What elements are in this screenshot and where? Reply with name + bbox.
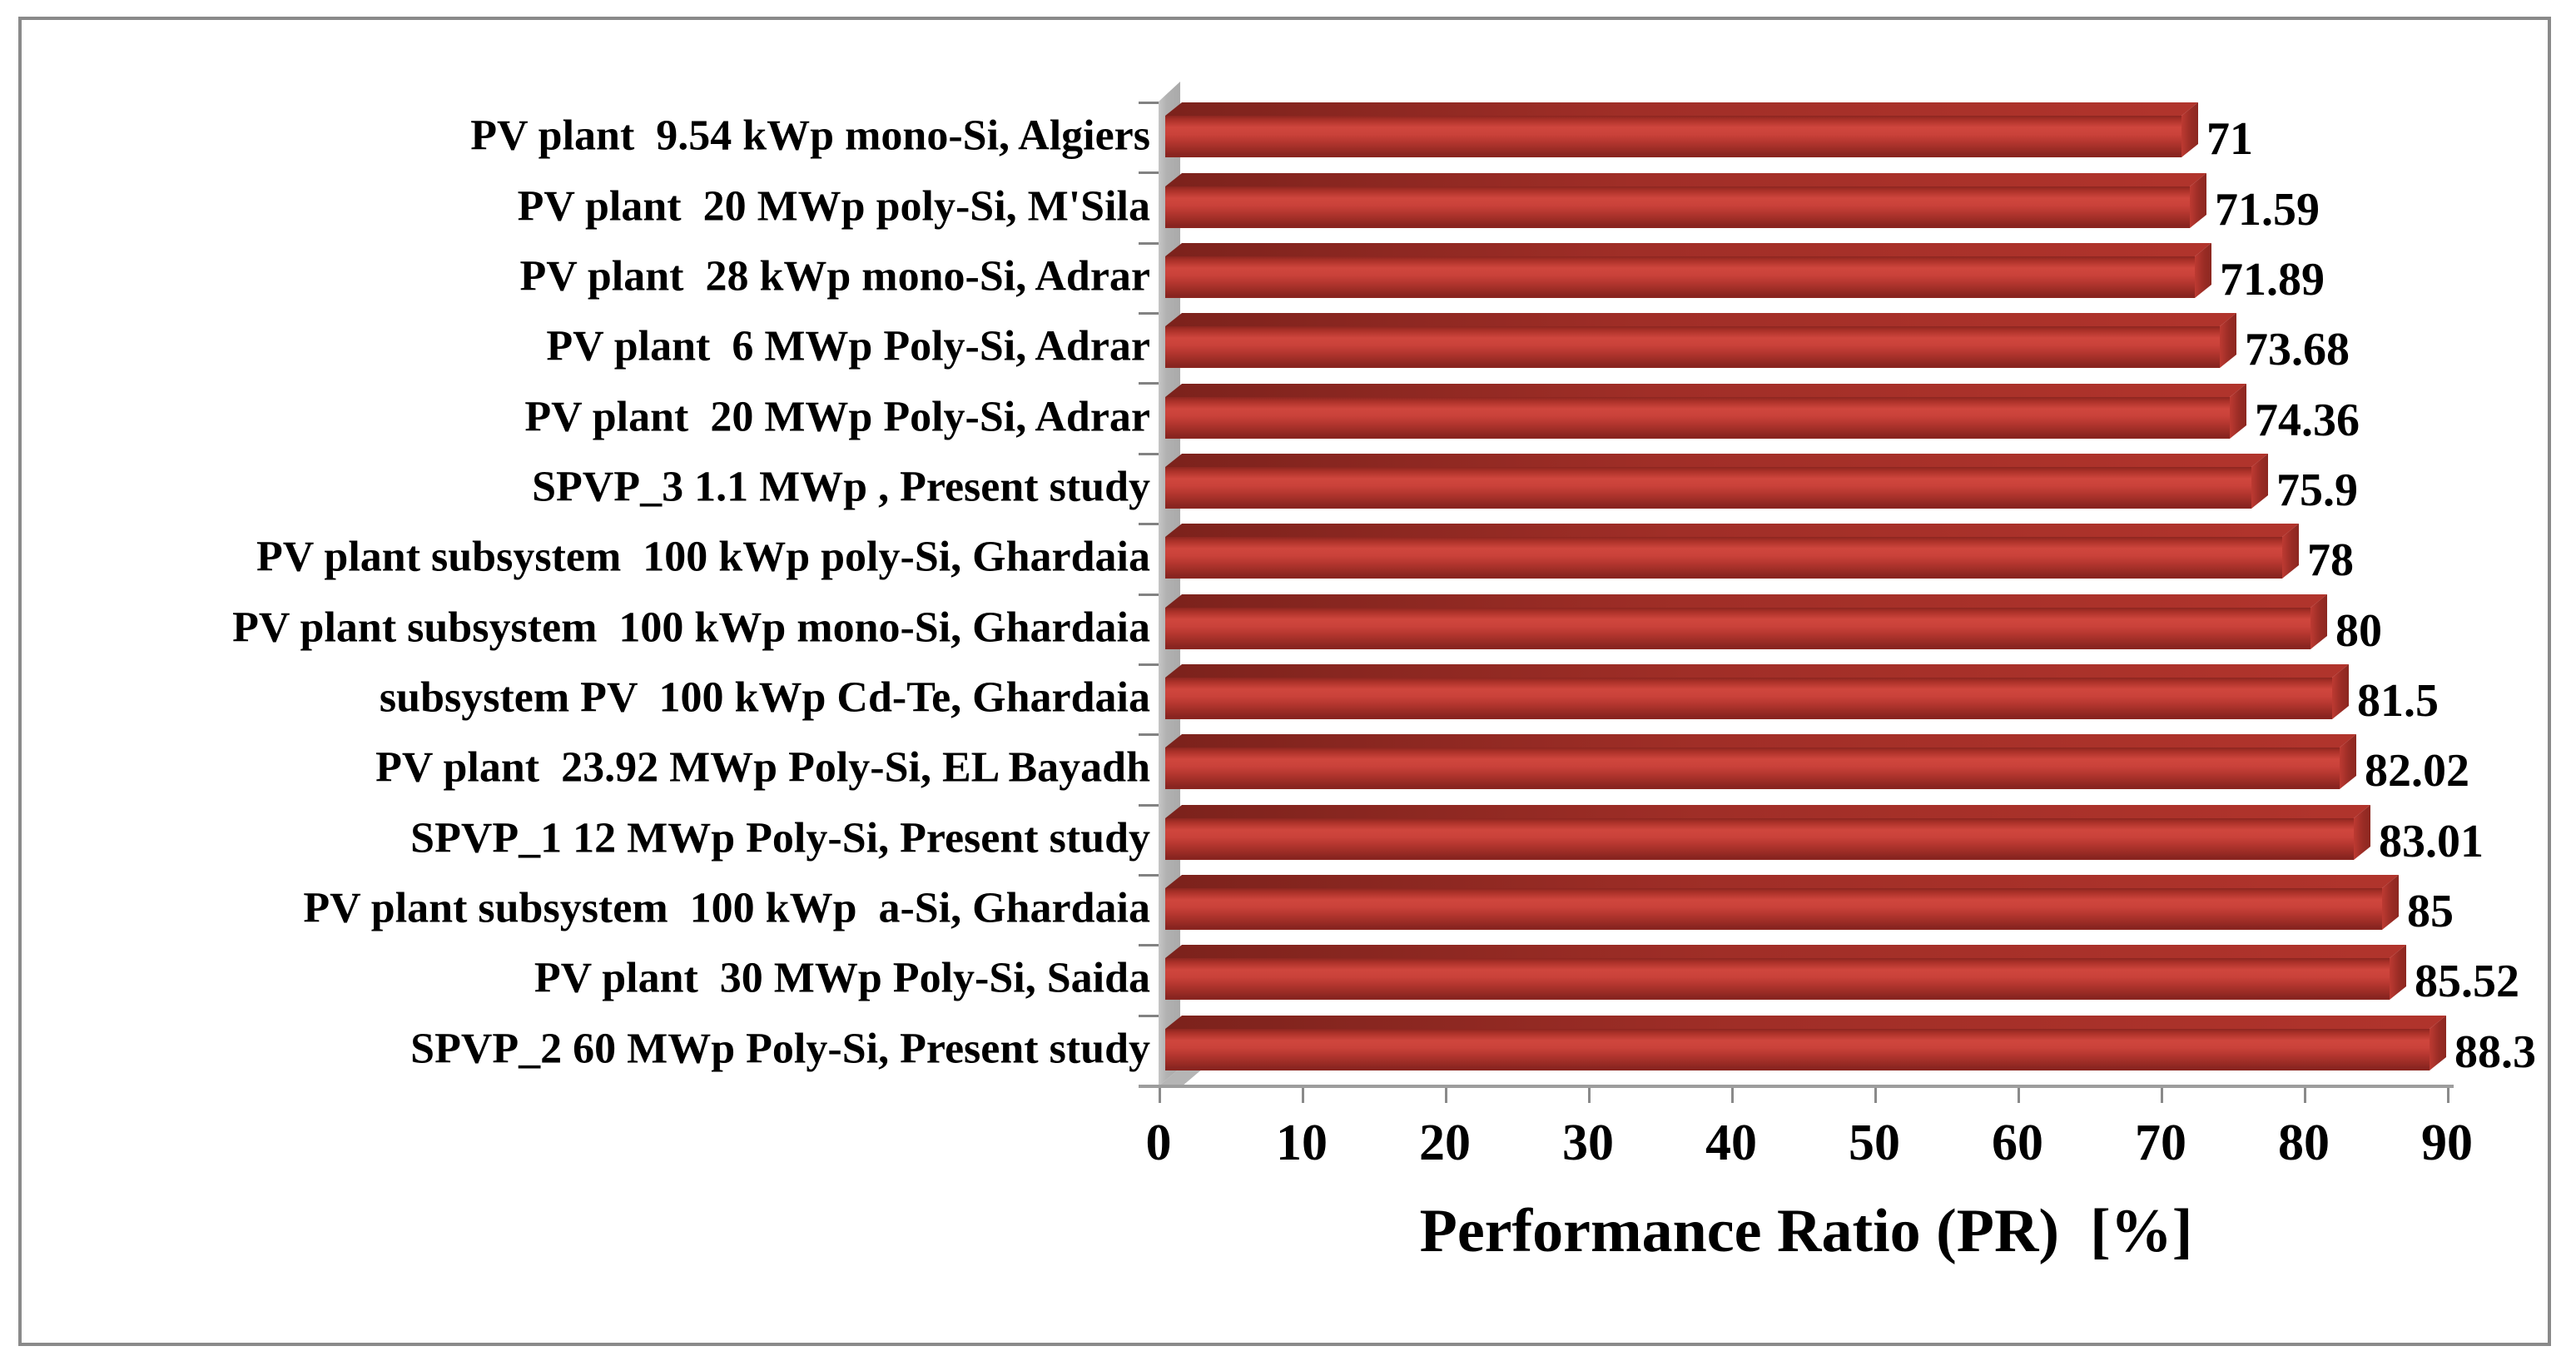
category-axis-tick: [1139, 242, 1159, 245]
bar-value-label: 88.3: [2454, 1026, 2536, 1078]
bar: [1165, 537, 2282, 579]
bar-value-label: 71: [2206, 113, 2253, 166]
category-axis-tick: [1139, 102, 1159, 104]
x-axis-tick: [2304, 1088, 2306, 1103]
bar: [1165, 116, 2181, 157]
category-axis-tick: [1139, 453, 1159, 455]
category-axis-tick: [1139, 594, 1159, 596]
x-axis-tick: [1874, 1088, 1877, 1103]
x-axis-tick: [2447, 1088, 2449, 1103]
bar: [1165, 256, 2195, 298]
category-axis-tick: [1139, 312, 1159, 315]
bar-value-label: 85.52: [2415, 956, 2519, 1008]
bar: [1165, 397, 2230, 439]
category-label: PV plant 6 MWp Poly-Si, Adrar: [546, 322, 1150, 370]
category-axis-tick: [1139, 874, 1159, 877]
x-axis-tick-label: 60: [1992, 1115, 2043, 1171]
bar-value-label: 75.9: [2276, 464, 2358, 516]
x-axis-tick-label: 70: [2135, 1115, 2186, 1171]
bar: [1165, 958, 2390, 1000]
x-axis-tick-label: 40: [1705, 1115, 1757, 1171]
category-label: PV plant subsystem 100 kWp a-Si, Ghardai…: [303, 884, 1150, 932]
category-label: SPVP_1 12 MWp Poly-Si, Present study: [410, 814, 1150, 862]
category-label: PV plant subsystem 100 kWp poly-Si, Ghar…: [256, 534, 1150, 582]
x-axis-tick-label: 0: [1145, 1115, 1172, 1171]
bar: [1165, 748, 2340, 789]
bar-value-label: 71.89: [2220, 253, 2325, 305]
category-label: PV plant 9.54 kWp mono-Si, Algiers: [470, 112, 1150, 160]
bar: [1165, 818, 2354, 860]
category-axis-tick: [1139, 382, 1159, 385]
x-axis-tick-label: 20: [1419, 1115, 1471, 1171]
bar-value-label: 82.02: [2365, 745, 2469, 797]
x-axis-title: Performance Ratio (PR) [%]: [1419, 1197, 2193, 1265]
bar: [1165, 467, 2251, 509]
x-axis-tick: [2018, 1088, 2020, 1103]
bar: [1165, 888, 2382, 930]
category-axis-tick: [1139, 171, 1159, 174]
x-axis-tick-label: 90: [2421, 1115, 2473, 1171]
category-label: PV plant 30 MWp Poly-Si, Saida: [534, 955, 1150, 1003]
bar-value-label: 71.59: [2215, 183, 2320, 236]
category-axis-tick: [1139, 523, 1159, 525]
plot-wall: [1159, 82, 1180, 1086]
x-axis-tick: [1445, 1088, 1447, 1103]
x-axis-tick-label: 50: [1849, 1115, 1900, 1171]
category-axis-tick: [1139, 944, 1159, 946]
bar-value-label: 85: [2407, 886, 2454, 938]
x-axis-tick-label: 80: [2278, 1115, 2330, 1171]
bar-value-label: 73.68: [2245, 324, 2350, 376]
x-axis-tick-label: 10: [1276, 1115, 1328, 1171]
bar: [1165, 326, 2220, 368]
x-axis-tick: [1588, 1088, 1591, 1103]
category-axis-tick: [1139, 1015, 1159, 1017]
category-label: PV plant 20 MWp poly-Si, M'Sila: [517, 182, 1150, 231]
bar-value-label: 83.01: [2379, 815, 2484, 867]
category-label: PV plant 20 MWp Poly-Si, Adrar: [524, 393, 1150, 441]
x-axis-line: [1139, 1085, 2454, 1088]
bar-value-label: 74.36: [2255, 394, 2360, 446]
category-label: SPVP_3 1.1 MWp , Present study: [532, 463, 1150, 511]
category-label: SPVP_2 60 MWp Poly-Si, Present study: [410, 1025, 1150, 1073]
x-axis-tick: [1302, 1088, 1304, 1103]
bar: [1165, 678, 2332, 719]
bar-value-label: 78: [2307, 534, 2354, 587]
bar: [1165, 608, 2310, 649]
category-label: PV plant 28 kWp mono-Si, Adrar: [519, 252, 1150, 301]
chart-frame: [18, 17, 2551, 1346]
category-axis-tick: [1139, 663, 1159, 666]
bar-value-label: 80: [2335, 604, 2382, 657]
bar: [1165, 186, 2190, 228]
x-axis-tick: [1731, 1088, 1734, 1103]
x-axis-tick-label: 30: [1562, 1115, 1614, 1171]
category-axis-tick: [1139, 804, 1159, 807]
x-axis-tick: [1159, 1088, 1161, 1103]
category-label: PV plant 23.92 MWp Poly-Si, EL Bayadh: [375, 744, 1150, 792]
bar: [1165, 1029, 2430, 1070]
category-label: PV plant subsystem 100 kWp mono-Si, Ghar…: [232, 604, 1150, 652]
category-axis-tick: [1139, 733, 1159, 736]
x-axis-tick: [2161, 1088, 2163, 1103]
bar-value-label: 81.5: [2357, 675, 2439, 728]
category-label: subsystem PV 100 kWp Cd-Te, Ghardaia: [379, 673, 1150, 722]
